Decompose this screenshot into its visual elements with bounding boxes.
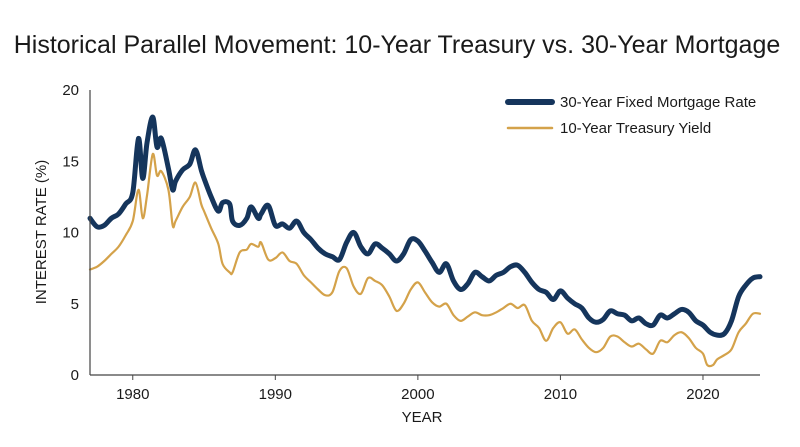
x-axis-label: YEAR [402, 409, 443, 426]
y-axis-label: INTEREST RATE (%) [33, 160, 50, 304]
y-ticks: 0 5 10 15 20 [62, 82, 79, 384]
series-line-mortgage [87, 114, 763, 338]
y-tick-label: 0 [71, 367, 79, 384]
legend-label-treasury: 10-Year Treasury Yield [560, 120, 711, 137]
x-tick-label: 2000 [401, 386, 434, 403]
x-tick-label: 1980 [116, 386, 149, 403]
x-tick-label: 2020 [686, 386, 719, 403]
x-tick-label: 2010 [544, 386, 577, 403]
x-tick-label: 1990 [259, 386, 292, 403]
y-tick-label: 5 [71, 296, 79, 313]
y-tick-label: 15 [62, 153, 79, 170]
legend: 30-Year Fixed Mortgage Rate 10-Year Trea… [505, 94, 756, 137]
y-tick-label: 20 [62, 82, 79, 99]
series-line-treasury [88, 152, 762, 368]
lines-layer [87, 114, 763, 368]
y-tick-label: 10 [62, 225, 79, 242]
x-ticks: 1980 1990 2000 2010 2020 [116, 375, 720, 403]
legend-label-mortgage: 30-Year Fixed Mortgage Rate [560, 94, 756, 111]
chart-title: Historical Parallel Movement: 10-Year Tr… [14, 31, 781, 59]
